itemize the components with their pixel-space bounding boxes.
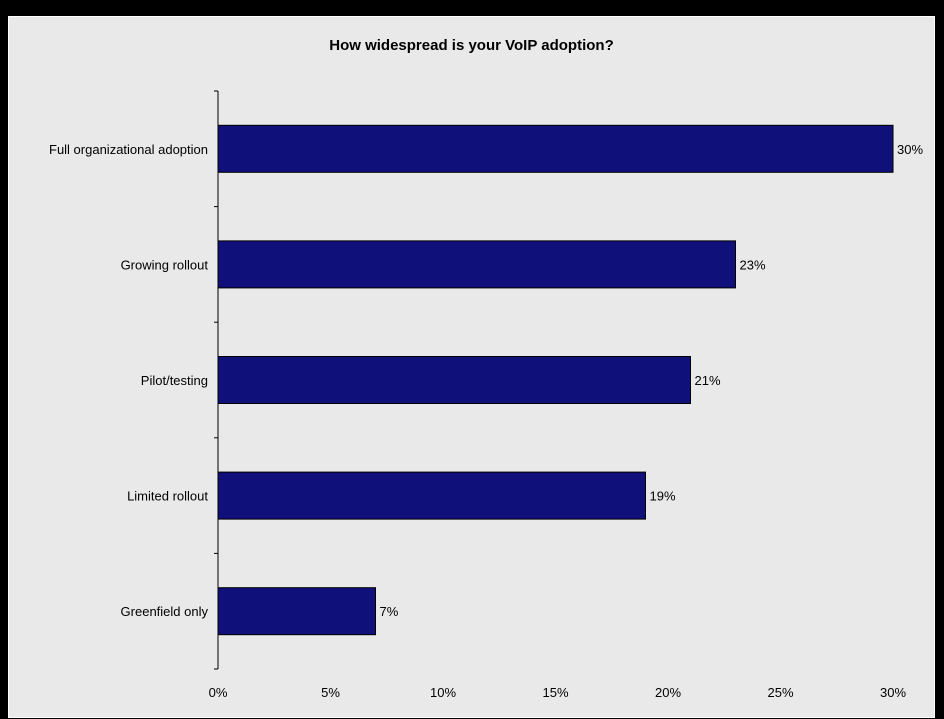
bar: [217, 240, 736, 289]
chart-title: How widespread is your VoIP adoption?: [329, 37, 614, 54]
bar-chart: Full organizational adoption 30% Growing r…: [49, 90, 923, 700]
category-label: Pilot/testing: [141, 373, 208, 388]
bar: [217, 356, 691, 404]
x-tick-label: 20%: [655, 685, 681, 700]
data-label: 21%: [695, 373, 721, 388]
x-tick-label: 15%: [542, 685, 568, 700]
data-label: 23%: [740, 257, 766, 272]
data-label: 7%: [380, 604, 399, 619]
data-label: 19%: [650, 489, 676, 504]
bar: [217, 587, 376, 636]
data-label: 30%: [897, 142, 923, 157]
chart-area: How widespread is your VoIP adoption? Fu…: [8, 16, 935, 718]
category-label: Limited rollout: [127, 489, 208, 504]
category-label: Growing rollout: [121, 257, 209, 272]
category-label: Full organizational adoption: [49, 142, 208, 157]
x-tick-label: 5%: [321, 685, 340, 700]
x-tick-label: 30%: [880, 685, 906, 700]
category-label: Greenfield only: [121, 604, 209, 619]
x-tick-label: 0%: [209, 685, 228, 700]
bar: [217, 124, 894, 173]
x-tick-label: 10%: [430, 685, 456, 700]
bar: [217, 471, 646, 520]
x-tick-label: 25%: [767, 685, 793, 700]
